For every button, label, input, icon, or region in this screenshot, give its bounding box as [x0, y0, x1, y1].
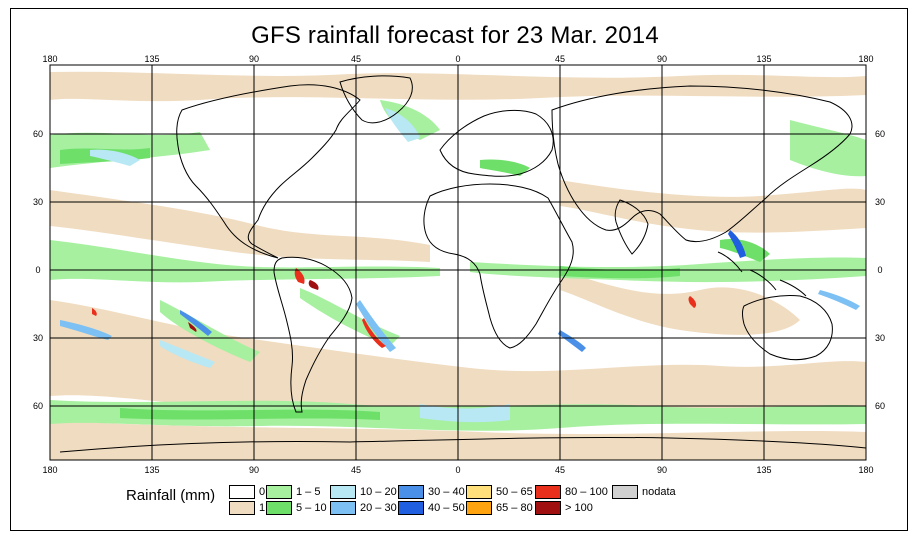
lon-tick-top-8: 180 [858, 54, 873, 64]
lon-tick-bottom-7: 135 [756, 465, 771, 475]
lon-tick-bottom-5: 45 [555, 465, 565, 475]
antarctica-outline [59, 436, 866, 453]
legend-label-1: 1 [259, 502, 266, 514]
lat-tick-right-1: 30 [875, 197, 885, 207]
lat-tick-left-2: 0 [35, 265, 40, 275]
lon-tick-bottom-4: 0 [455, 465, 460, 475]
legend-label-10: 80 – 100 [565, 486, 608, 498]
lon-tick-top-5: 45 [555, 54, 565, 64]
lon-tick-bottom-8: 180 [858, 465, 873, 475]
legend-label-9: 65 – 80 [496, 502, 533, 514]
legend-label-7: 40 – 50 [428, 502, 465, 514]
legend-swatch-1 [229, 501, 255, 515]
rain-band-10-20mm [90, 108, 510, 423]
legend-swatch-7 [398, 501, 424, 515]
south-america-outline [273, 256, 353, 413]
india-outline [614, 199, 649, 255]
lat-tick-right-3: 30 [875, 333, 885, 343]
lat-tick-left-4: 60 [33, 401, 43, 411]
legend-title: Rainfall (mm) [126, 487, 216, 504]
legend-swatch-5 [330, 501, 356, 515]
legend-label-11: > 100 [565, 502, 593, 514]
lat-tick-right-2: 0 [877, 265, 882, 275]
legend-swatch-11 [535, 501, 561, 515]
australia-outline [742, 295, 833, 361]
map-grid [49, 64, 867, 461]
greenland-outline [339, 75, 413, 124]
lon-tick-top-6: 90 [657, 54, 667, 64]
lon-tick-bottom-3: 45 [351, 465, 361, 475]
legend-label-5: 20 – 30 [360, 502, 397, 514]
lon-tick-top-2: 90 [249, 54, 259, 64]
asia-outline [551, 85, 853, 243]
lon-tick-top-0: 180 [42, 54, 57, 64]
legend-swatch-0 [229, 485, 255, 499]
lon-tick-bottom-6: 90 [657, 465, 667, 475]
legend-swatch-3 [266, 501, 292, 515]
legend-label-8: 50 – 65 [496, 486, 533, 498]
legend-label-3: 5 – 10 [296, 502, 327, 514]
lon-tick-top-7: 135 [756, 54, 771, 64]
legend-swatch-9 [466, 501, 492, 515]
legend-label-4: 10 – 20 [360, 486, 397, 498]
legend-swatch-10 [535, 485, 561, 499]
legend-label-0: 0 [259, 486, 266, 498]
rain-band-heavy [92, 268, 697, 348]
legend-swatch-2 [266, 485, 292, 499]
map-title: GFS rainfall forecast for 23 Mar. 2014 [251, 22, 659, 49]
lat-tick-left-3: 30 [33, 333, 43, 343]
lat-tick-left-0: 60 [33, 129, 43, 139]
legend-label-6: 30 – 40 [428, 486, 465, 498]
lat-tick-right-0: 60 [875, 129, 885, 139]
europe-outline [439, 109, 554, 177]
rain-band-20-40mm [60, 230, 860, 352]
legend-swatch-4 [330, 485, 356, 499]
lon-tick-bottom-2: 90 [249, 465, 259, 475]
legend-swatch-12 [612, 485, 638, 499]
lon-tick-top-4: 0 [455, 54, 460, 64]
lon-tick-bottom-1: 135 [144, 465, 159, 475]
lat-tick-right-4: 60 [875, 401, 885, 411]
legend-label-2: 1 – 5 [296, 486, 321, 498]
figure-frame [10, 8, 908, 531]
legend-swatch-8 [466, 485, 492, 499]
legend-swatch-6 [398, 485, 424, 499]
lon-tick-top-1: 135 [144, 54, 159, 64]
lat-tick-left-1: 30 [33, 197, 43, 207]
lon-tick-bottom-0: 180 [42, 465, 57, 475]
legend-label-12: nodata [642, 486, 676, 498]
africa-outline [423, 183, 574, 349]
lon-tick-top-3: 45 [351, 54, 361, 64]
